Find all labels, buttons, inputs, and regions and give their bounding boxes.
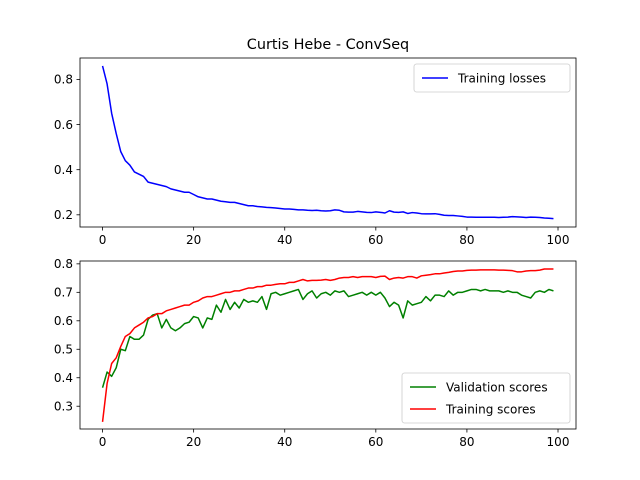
legend: Training losses xyxy=(413,63,571,93)
y-tick-label: 0.2 xyxy=(54,208,73,222)
y-tick-label: 0.5 xyxy=(54,343,73,357)
scores-panel: 0 20 40 60 80 100 0.3 0.4 0.5 0.6 0.7 0.8 Validation… xyxy=(54,257,577,449)
series-line-training-losses xyxy=(101,65,554,220)
y-tick-label: 0.8 xyxy=(54,73,73,87)
x-tick-label: 60 xyxy=(368,233,383,247)
x-tick-label: 80 xyxy=(459,233,474,247)
y-tick-label: 0.6 xyxy=(54,118,73,132)
x-tick-label: 40 xyxy=(277,435,292,449)
legend-label: Training scores xyxy=(445,402,536,416)
axes-frame xyxy=(79,57,577,228)
x-tick-label: 20 xyxy=(186,435,201,449)
legend-box xyxy=(401,372,571,424)
x-tick-label: 100 xyxy=(547,233,570,247)
x-tick-label: 60 xyxy=(368,435,383,449)
x-tick-label: 40 xyxy=(277,233,292,247)
y-tick-label: 0.3 xyxy=(54,400,73,414)
figure-title: Curtis Hebe - ConvSeq xyxy=(247,37,409,53)
losses-panel: 0 20 40 60 80 100 0.2 0.4 0.6 0.8 Training losses xyxy=(54,57,577,247)
y-tick-label: 0.4 xyxy=(54,163,73,177)
x-tick-label: 20 xyxy=(186,233,201,247)
x-tick-label: 0 xyxy=(99,435,107,449)
x-tick-label: 0 xyxy=(99,233,107,247)
x-tick-label: 100 xyxy=(547,435,570,449)
y-tick-label: 0.8 xyxy=(54,257,73,271)
axes-frame xyxy=(79,260,577,430)
legend-label: Training losses xyxy=(457,71,546,85)
y-tick-label: 0.6 xyxy=(54,314,73,328)
legend-label: Validation scores xyxy=(446,380,548,394)
legend: Validation scores Training scores xyxy=(401,372,571,424)
legend-box xyxy=(413,63,571,93)
y-tick-label: 0.7 xyxy=(54,286,73,300)
series-line-validation-scores xyxy=(101,288,554,388)
y-tick-label: 0.4 xyxy=(54,371,73,385)
x-tick-label: 80 xyxy=(459,435,474,449)
series-line-training-scores xyxy=(101,268,554,422)
